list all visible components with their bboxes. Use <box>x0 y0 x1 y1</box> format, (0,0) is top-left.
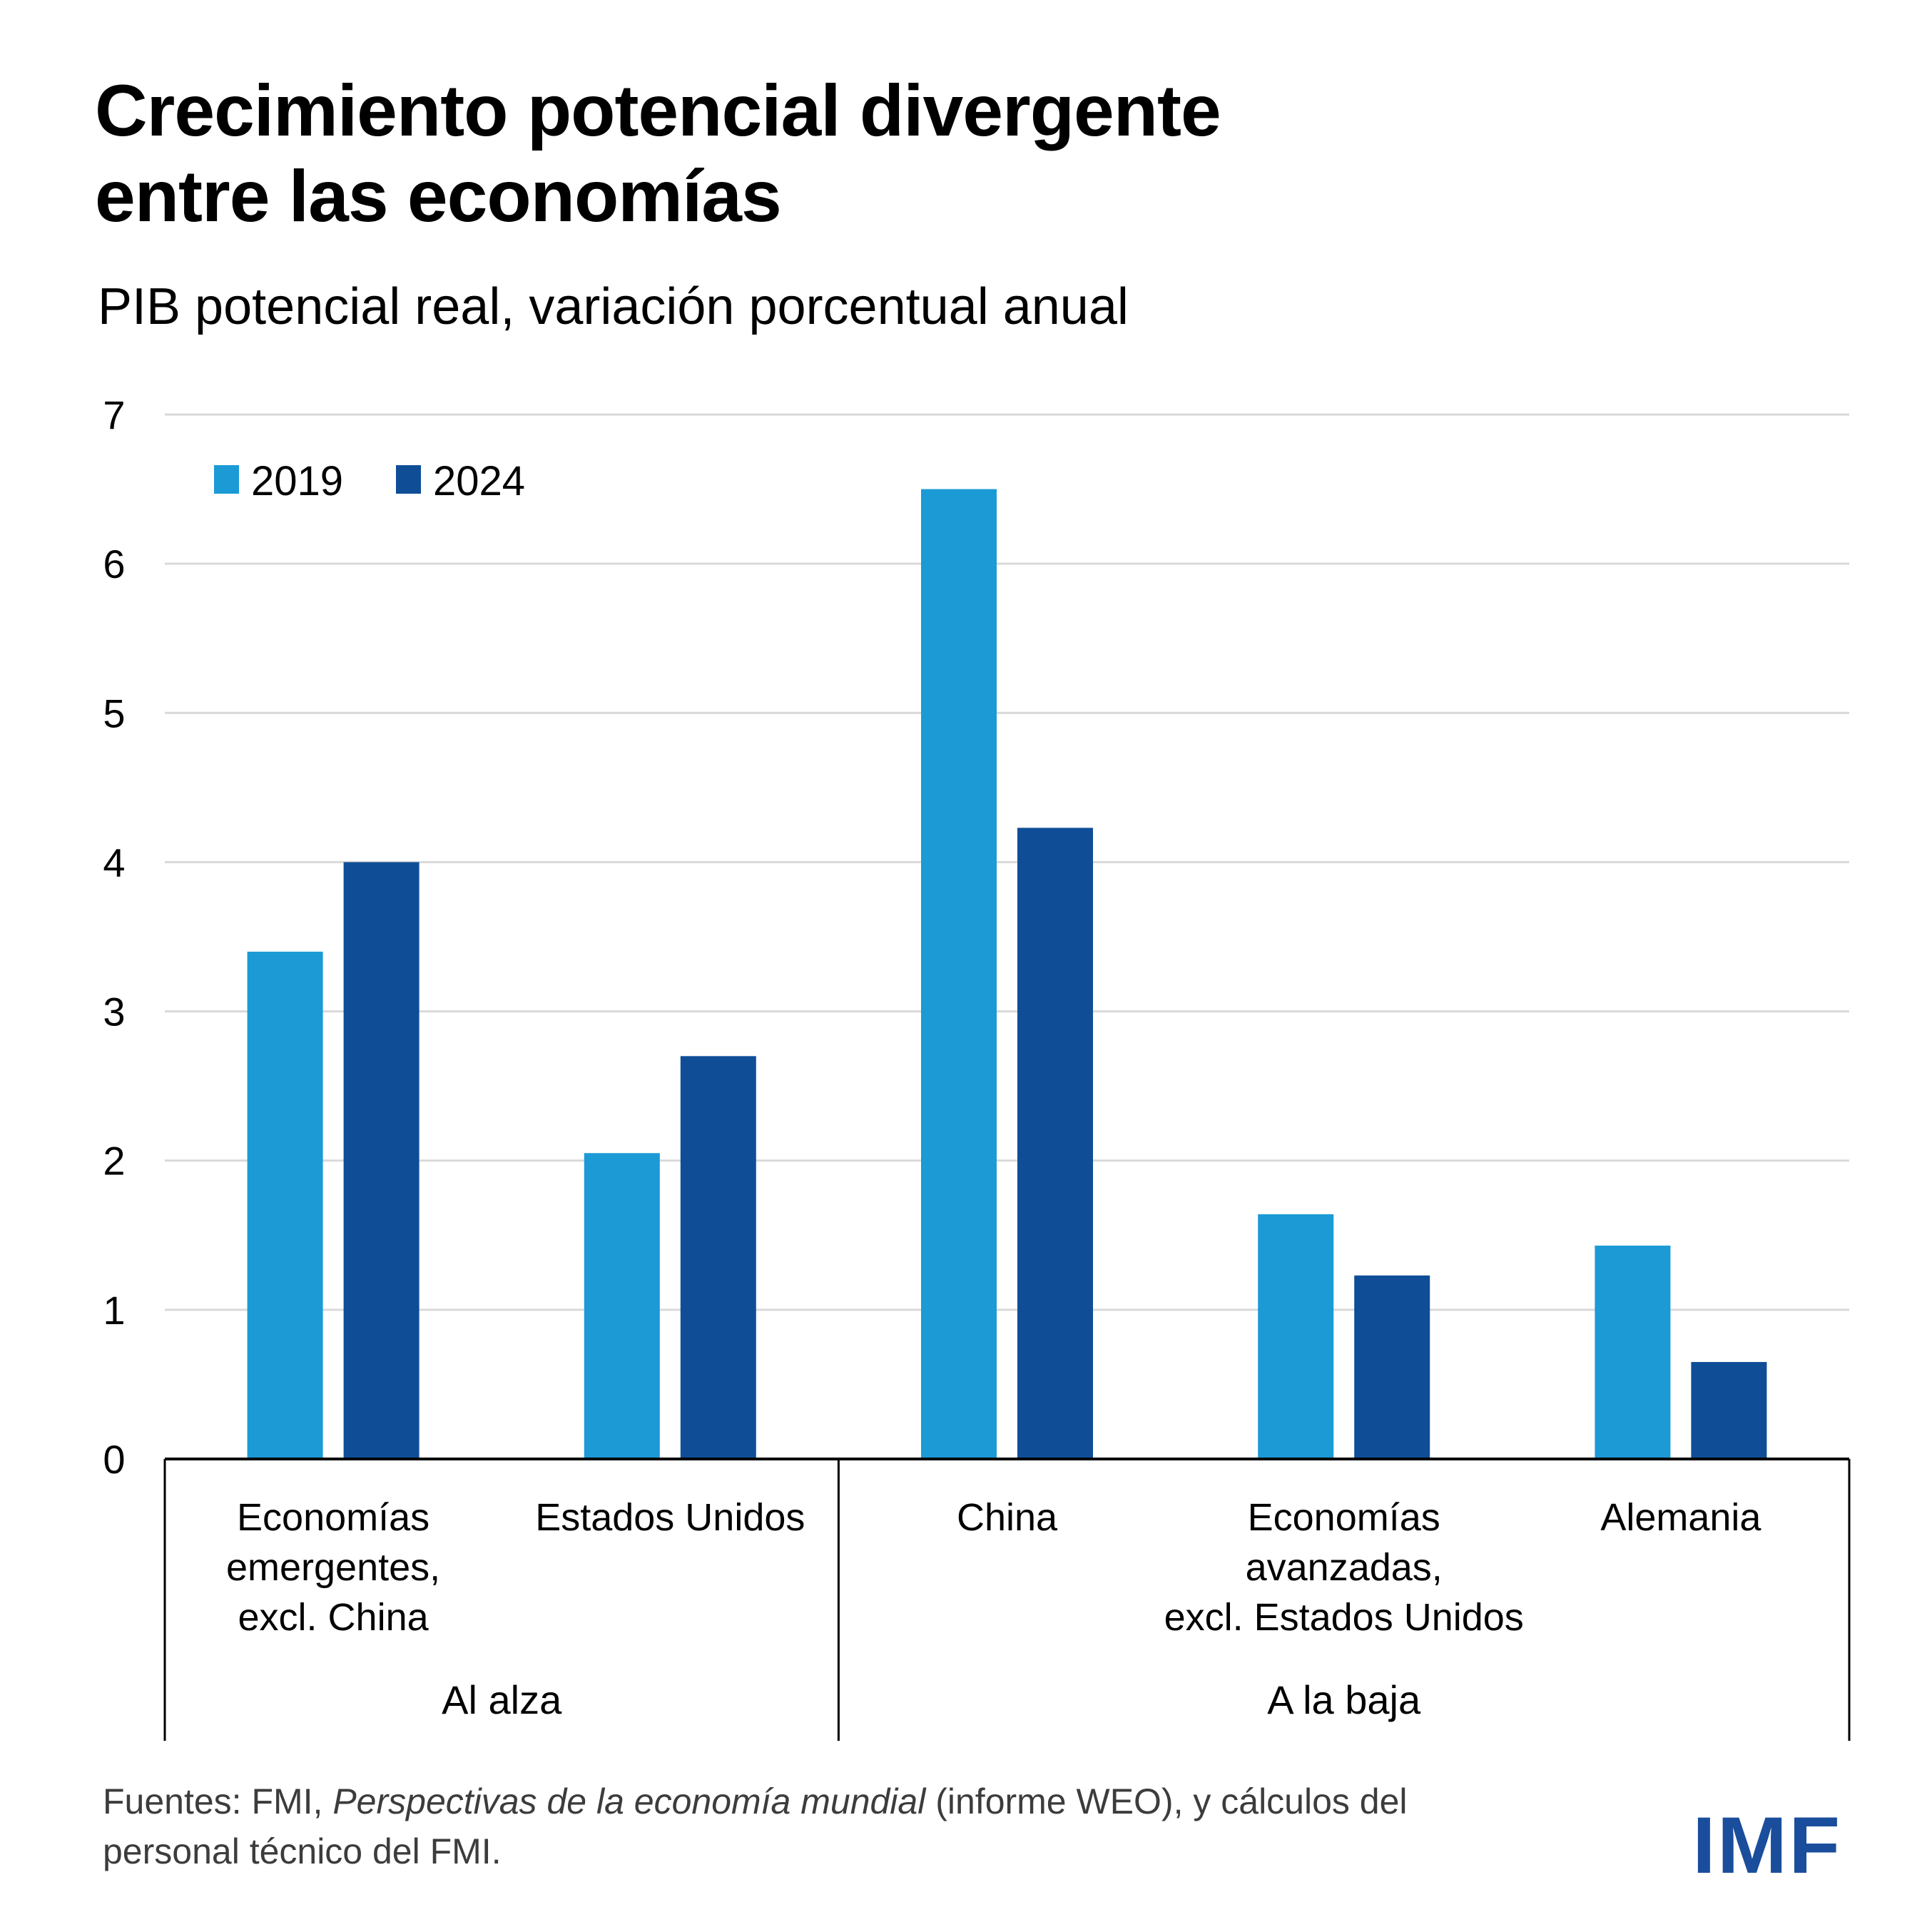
gridlines <box>165 413 1849 1311</box>
category-label: Economías emergentes, excl. China <box>226 1496 440 1639</box>
bars <box>247 489 1767 1459</box>
bar-2019 <box>247 951 323 1459</box>
group-label: Al alza <box>442 1677 562 1722</box>
bar-2024 <box>1017 828 1093 1459</box>
source-line-2: personal técnico del FMI. <box>103 1831 502 1871</box>
bar-2024 <box>343 862 420 1459</box>
category-label: Alemania <box>1600 1496 1761 1539</box>
chart-title-line-2: entre las economías <box>95 156 782 237</box>
bar-2024 <box>1691 1362 1767 1459</box>
bar-2019 <box>1595 1245 1671 1459</box>
legend-swatch-2024 <box>396 465 421 494</box>
source-suffix: (informe WEO), y cálculos del <box>925 1781 1408 1821</box>
bar-2019 <box>1258 1214 1334 1459</box>
bar-2019 <box>921 489 997 1459</box>
category-label-line: excl. China <box>238 1596 429 1639</box>
chart-title: Crecimiento potencial divergente entre l… <box>95 68 1221 239</box>
source-note: Fuentes: FMI, Perspectivas de la economí… <box>103 1776 1601 1876</box>
legend-label: 2019 <box>251 458 343 504</box>
category-label-line: Alemania <box>1600 1496 1761 1539</box>
imf-logo: IMF <box>1692 1801 1842 1891</box>
chart-subtitle: PIB potencial real, variación porcentual… <box>98 278 1129 335</box>
category-label-line: emergentes, <box>226 1546 440 1589</box>
y-tick-label: 5 <box>103 691 125 736</box>
y-tick-label: 1 <box>103 1288 125 1333</box>
category-label-line: Estados Unidos <box>535 1496 805 1539</box>
source-publication: Perspectivas de la economía mundial <box>332 1781 926 1821</box>
category-label: Estados Unidos <box>535 1496 805 1539</box>
y-tick-label: 4 <box>103 840 125 885</box>
y-tick-label: 7 <box>103 392 125 437</box>
y-tick-label: 3 <box>103 990 125 1034</box>
category-label: Economías avanzadas, excl. Estados Unidos <box>1164 1496 1524 1639</box>
legend: 2019 2024 <box>214 458 525 504</box>
x-axis <box>163 1458 1851 1741</box>
category-label-line: avanzadas, <box>1246 1546 1443 1589</box>
y-tick-label: 2 <box>103 1139 125 1184</box>
bar-2024 <box>680 1056 756 1459</box>
category-label-line: China <box>957 1496 1058 1539</box>
group-label: A la baja <box>1267 1677 1421 1722</box>
category-labels: Economías emergentes, excl. China Estados U… <box>226 1496 1761 1639</box>
category-label-line: Economías <box>237 1496 429 1539</box>
legend-swatch-2019 <box>214 465 239 494</box>
group-labels: Al alza A la baja <box>442 1677 1421 1722</box>
category-label-line: Economías <box>1248 1496 1440 1539</box>
y-axis-ticks: 0 1 2 3 4 5 6 7 <box>103 392 125 1482</box>
y-tick-label: 6 <box>103 542 125 586</box>
y-tick-label: 0 <box>103 1437 125 1482</box>
source-prefix: Fuentes: FMI, <box>103 1781 333 1821</box>
legend-label: 2024 <box>433 458 525 504</box>
chart-title-line-1: Crecimiento potencial divergente <box>95 70 1221 151</box>
category-label: China <box>957 1496 1058 1539</box>
bar-2024 <box>1354 1275 1430 1459</box>
category-label-line: excl. Estados Unidos <box>1164 1596 1524 1639</box>
bar-2019 <box>584 1153 660 1459</box>
